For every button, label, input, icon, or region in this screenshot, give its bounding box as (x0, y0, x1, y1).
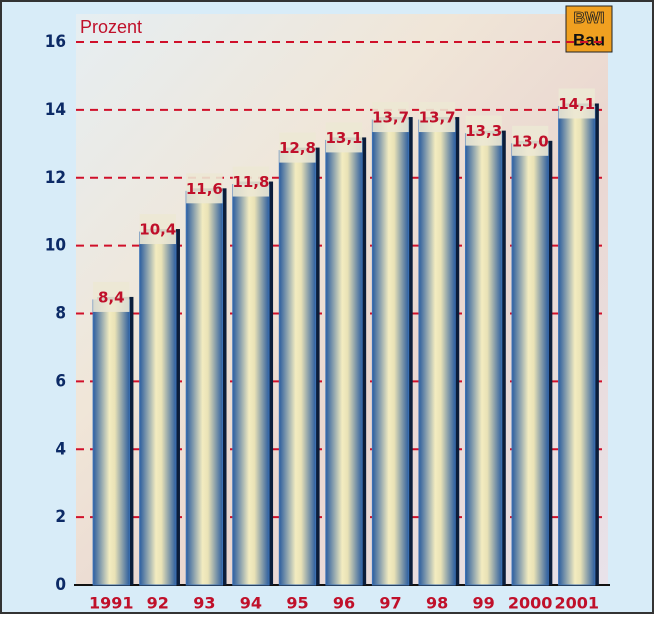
value-label: 13,0 (512, 132, 549, 150)
value-label: 13,7 (372, 109, 409, 127)
value-label: 12,8 (279, 139, 316, 157)
y-tick-label: 10 (45, 236, 66, 256)
x-tick-label: 97 (379, 594, 401, 613)
y-tick-label: 2 (55, 507, 66, 527)
value-label: 8,4 (98, 288, 125, 306)
bar (326, 140, 362, 585)
value-label: 11,6 (186, 180, 223, 198)
x-tick-label: 92 (147, 594, 169, 613)
x-tick-label: 94 (240, 594, 262, 613)
value-label: 13,7 (419, 109, 456, 127)
bar (559, 106, 595, 585)
value-label: 10,4 (139, 221, 176, 239)
bar (233, 185, 269, 585)
bar (186, 191, 222, 585)
value-label: 11,8 (232, 173, 269, 191)
bar (512, 144, 548, 585)
y-tick-label: 12 (45, 168, 66, 188)
logo-top: BWI (573, 10, 604, 27)
value-label: 13,3 (465, 122, 502, 140)
chart-title: Prozent (80, 17, 142, 37)
y-tick-label: 16 (45, 32, 66, 52)
x-tick-label: 99 (473, 594, 495, 613)
x-tick-label: 96 (333, 594, 355, 613)
bar (419, 120, 455, 585)
value-label: 14,1 (558, 95, 595, 113)
y-tick-label: 8 (55, 304, 66, 324)
bar (93, 300, 129, 585)
x-tick-label: 2000 (508, 594, 553, 613)
chart: Prozent BWI Bau 0 2 4 6 8 10 12 14 16 1991 8,4 92 10… (0, 0, 654, 614)
x-tick-label: 98 (426, 594, 448, 613)
value-label: 13,1 (325, 129, 362, 147)
x-tick-label: 1991 (89, 594, 134, 613)
bar (372, 120, 408, 585)
y-tick-label: 0 (55, 575, 66, 595)
y-tick-label: 4 (55, 439, 66, 459)
bar (279, 151, 315, 585)
logo-bottom: Bau (573, 30, 605, 49)
bar (140, 232, 176, 585)
x-tick-label: 93 (193, 594, 215, 613)
bar (465, 134, 501, 585)
y-tick-label: 14 (45, 100, 66, 120)
x-tick-label: 2001 (554, 594, 599, 613)
x-tick-label: 95 (286, 594, 308, 613)
y-tick-label: 6 (55, 371, 66, 391)
